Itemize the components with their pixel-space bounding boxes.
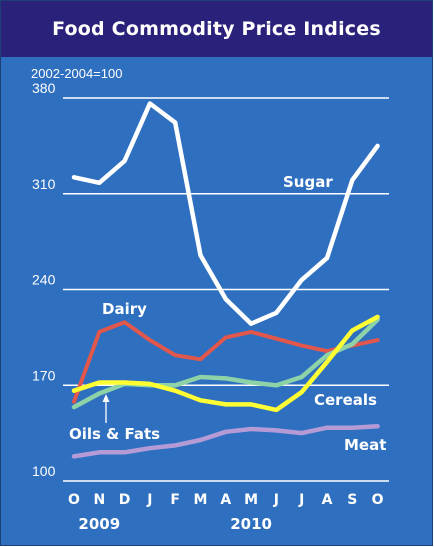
grid-lines: [63, 97, 389, 482]
x-tick-label: J: [273, 492, 279, 508]
series-label-oils-fats: Oils & Fats: [69, 425, 160, 443]
y-tick-label: 380: [32, 80, 56, 96]
series-label-sugar: Sugar: [283, 173, 333, 191]
series-label-cereals: Cereals: [314, 391, 377, 409]
series-line-dairy: [72, 320, 380, 404]
x-tick-label: A: [220, 492, 231, 508]
y-tick-label: 170: [32, 367, 56, 383]
x-tick-label: F: [170, 492, 180, 508]
x-tick-label: M: [194, 492, 208, 508]
y-tick-label: 310: [32, 176, 56, 192]
x-tick-label: A: [322, 492, 333, 508]
chart-title: Food Commodity Price Indices: [1, 1, 432, 57]
oils-fats-pointer-arrowhead: [102, 394, 110, 402]
series-lines: [71, 101, 380, 459]
x-tick-label: O: [372, 492, 384, 508]
year-label: 2010: [230, 515, 272, 533]
y-tick-label: 240: [32, 272, 56, 288]
year-label: 2009: [78, 515, 120, 533]
x-tick-label: N: [93, 492, 105, 508]
series-line-meat: [71, 424, 380, 459]
x-tick-label: O: [68, 492, 80, 508]
x-tick-label: D: [119, 492, 131, 508]
y-tick-label: 100: [32, 463, 56, 479]
x-tick-label: M: [244, 492, 258, 508]
y-unit-label: 2002-2004=100: [31, 66, 122, 81]
x-tick-label: J: [146, 492, 152, 508]
x-tick-label: J: [298, 492, 304, 508]
series-line-sugar: [71, 101, 380, 326]
x-tick-label: S: [347, 492, 357, 508]
series-label-dairy: Dairy: [102, 300, 147, 318]
series-line-cereals: [71, 314, 380, 413]
series-label-meat: Meat: [344, 436, 386, 454]
